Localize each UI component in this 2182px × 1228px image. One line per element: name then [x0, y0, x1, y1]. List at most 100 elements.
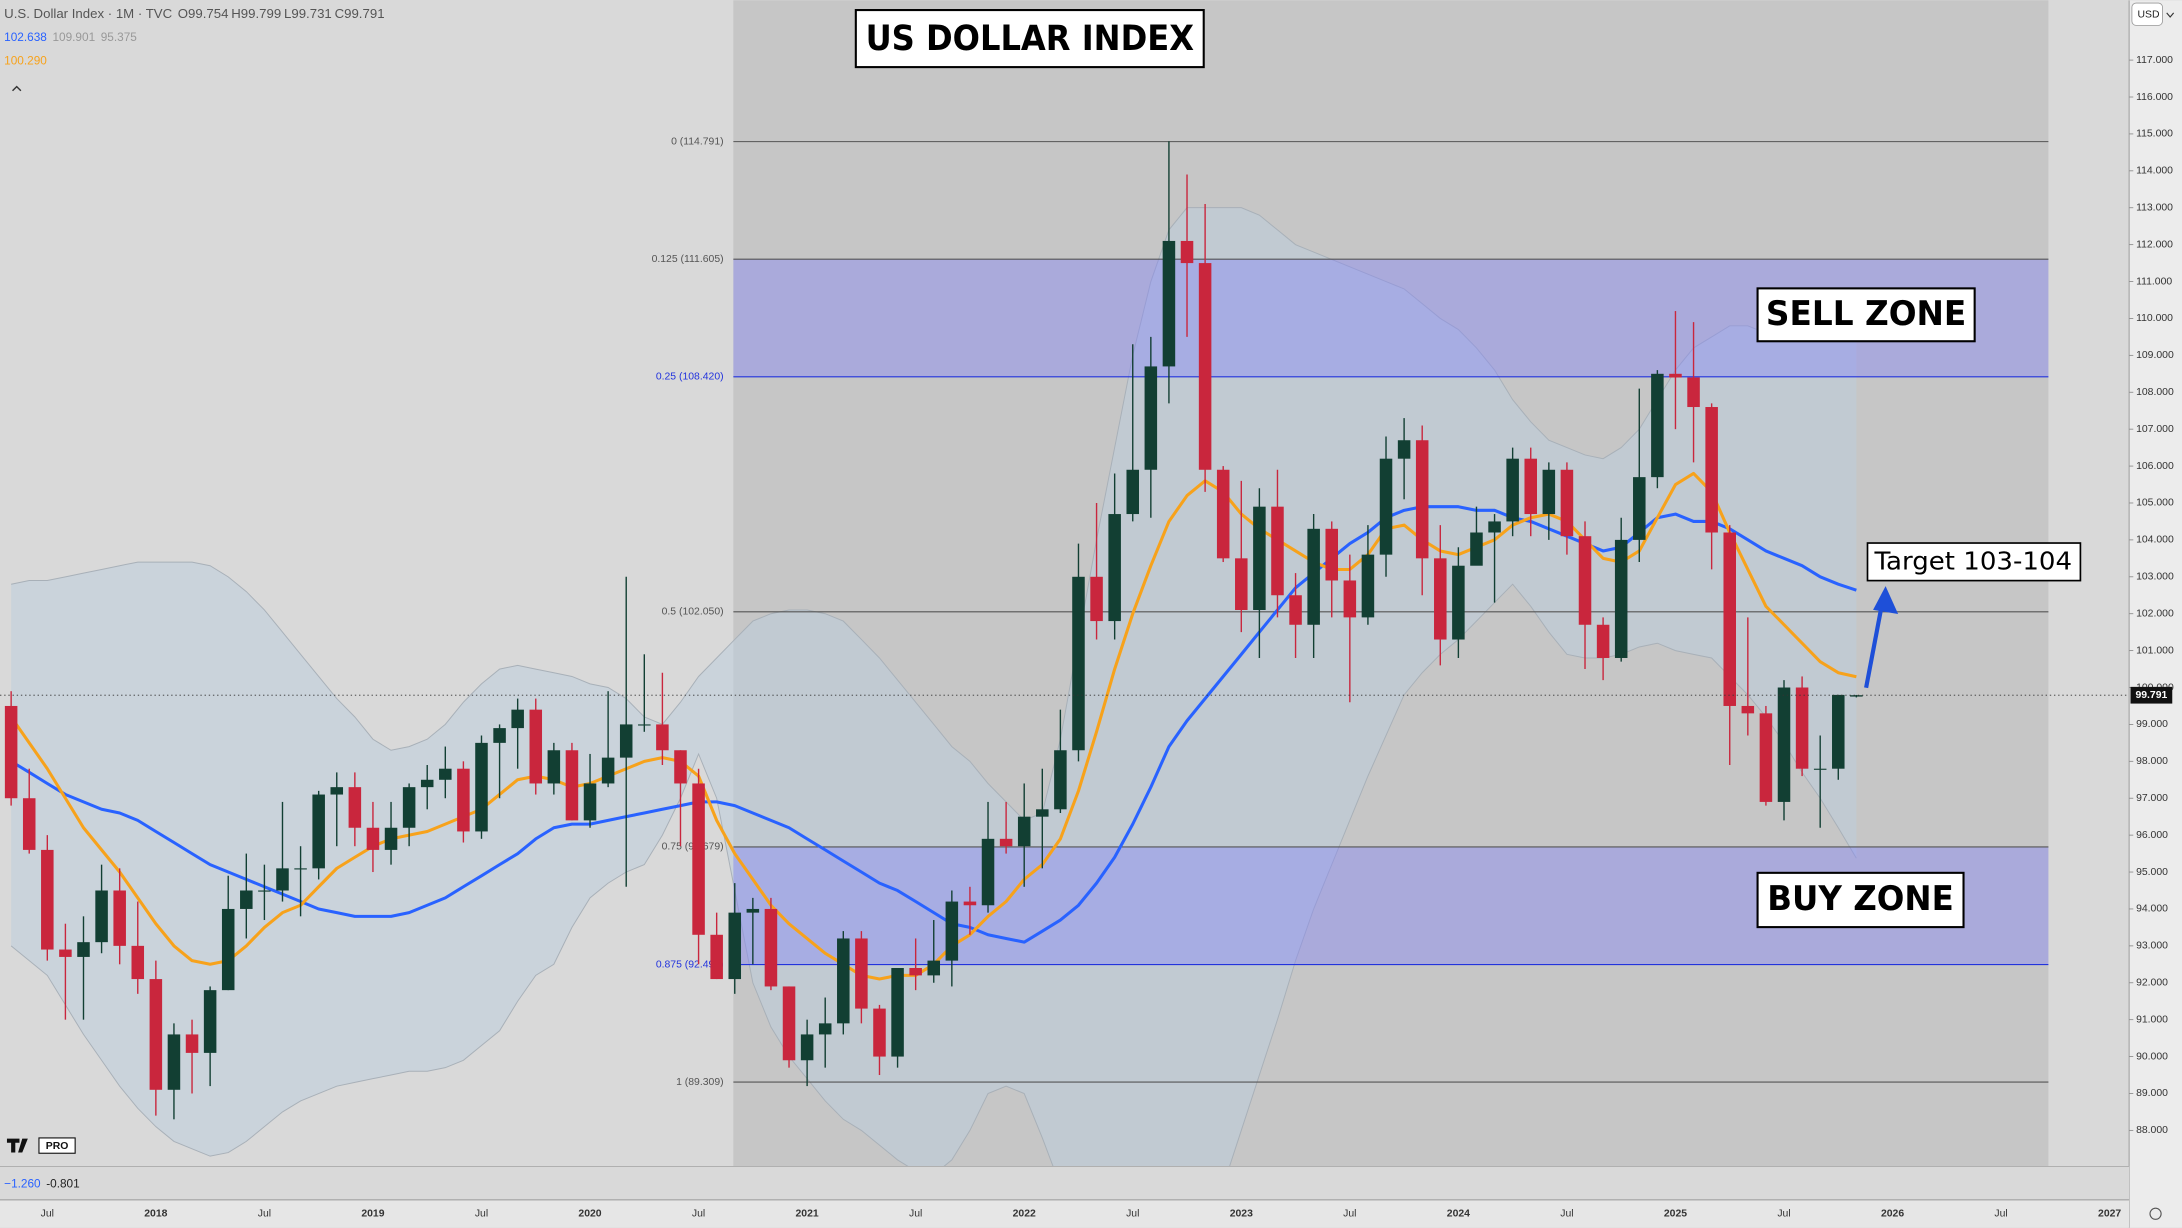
candle-body	[945, 901, 959, 961]
y-tick-label: 102.000	[2136, 608, 2174, 619]
candle-body	[547, 750, 561, 784]
fib-label: 0.5 (102.050)	[662, 607, 724, 618]
y-tick-label: 95.000	[2136, 867, 2168, 878]
target-box	[1866, 542, 2082, 582]
candle-body	[1452, 565, 1465, 640]
price-axis-labels: 88.000 89.000 90.000 91.000 92.000 93.000 94.0…	[2129, 55, 2174, 1136]
candle-body	[1017, 816, 1031, 847]
logo-mark	[6, 1138, 28, 1153]
candle-body	[402, 787, 416, 828]
chart-title: US DOLLAR INDEX	[866, 19, 1195, 59]
candle-body	[1126, 469, 1140, 515]
candle-body	[4, 705, 18, 799]
candle-body	[746, 908, 760, 913]
x-tick-label: 2026	[1881, 1209, 1904, 1220]
candle-body	[1850, 695, 1863, 697]
settings-button[interactable]	[2149, 1207, 2162, 1220]
candle-body	[782, 986, 796, 1061]
candle-body	[1216, 469, 1230, 559]
y-tick-label: 94.000	[2136, 904, 2168, 915]
currency-caret[interactable]	[2166, 12, 2175, 18]
candle-body	[1361, 554, 1375, 618]
candle-body	[457, 768, 470, 832]
candle-body	[1036, 809, 1049, 817]
candle-body	[1633, 477, 1646, 540]
logo-text: PRO	[46, 1141, 69, 1152]
candle-body	[1542, 469, 1556, 515]
currency-button[interactable]	[2131, 2, 2163, 26]
candle-body	[583, 783, 597, 821]
candle-body	[1813, 768, 1827, 770]
candle-body	[1072, 576, 1085, 751]
candle-body	[493, 728, 506, 743]
x-tick-label: 2024	[1447, 1209, 1470, 1220]
candle-body	[511, 709, 524, 729]
y-tick-label: 96.000	[2136, 830, 2168, 841]
candle-body	[348, 787, 362, 828]
fib-label: 1 (89.309)	[676, 1077, 724, 1088]
y-tick-label: 101.000	[2136, 645, 2174, 656]
candle-body	[131, 945, 145, 980]
candle-body	[981, 838, 995, 906]
candle-body	[1777, 687, 1791, 802]
sell-zone-label: SELL ZONE	[1766, 294, 1966, 333]
candle-body	[276, 868, 289, 891]
candle-body	[258, 890, 271, 892]
x-tick-label: 2019	[361, 1209, 384, 1220]
candle-body	[1379, 458, 1393, 555]
sell-zone-box	[1756, 287, 1976, 343]
candle-body	[312, 794, 325, 869]
candle-body	[1108, 514, 1121, 622]
candle-body	[1434, 558, 1447, 640]
y-tick-label: 99.000	[2136, 719, 2168, 730]
candle-body	[203, 990, 217, 1053]
y-tick-label: 113.000	[2136, 202, 2173, 213]
y-tick-label: 111.000	[2136, 276, 2172, 287]
x-tick-label: Jul	[909, 1209, 922, 1220]
candle-body	[1578, 536, 1592, 625]
candle-body	[41, 849, 54, 950]
price-axis	[2129, 0, 2182, 1228]
candle-body	[1687, 377, 1700, 408]
currency-label[interactable]: USD	[2137, 10, 2159, 21]
candle-body	[1524, 458, 1538, 515]
candle-body	[1705, 407, 1718, 533]
candle-body	[909, 967, 922, 976]
title-box	[854, 9, 1205, 69]
candle-body	[1614, 539, 1628, 658]
y-tick-label: 107.000	[2136, 424, 2174, 435]
y-tick-label: 112.000	[2136, 239, 2173, 250]
bb-lower: 95.375	[101, 30, 138, 44]
x-tick-label: 2020	[578, 1209, 601, 1220]
collapse-button[interactable]	[12, 85, 22, 92]
candle-body	[475, 742, 488, 832]
candle-body	[77, 942, 90, 957]
y-tick-label: 89.000	[2136, 1088, 2168, 1099]
candle-body	[439, 768, 452, 780]
y-tick-label: 103.000	[2136, 572, 2174, 583]
candle-body	[565, 750, 579, 821]
arrow-head	[1873, 586, 1899, 614]
y-tick-label: 93.000	[2136, 941, 2168, 952]
candle-body	[1253, 506, 1266, 611]
candle-body	[1198, 263, 1212, 470]
bb-upper: 109.901	[52, 30, 95, 44]
symbol: U.S. Dollar Index · 1M · TVC	[4, 6, 172, 21]
y-tick-label: 108.000	[2136, 387, 2174, 398]
candle-body	[1560, 469, 1574, 537]
y-tick-label: 106.000	[2136, 461, 2174, 472]
candle-body	[1470, 532, 1483, 566]
price-tag-layer: 99.791	[2130, 686, 2173, 704]
lower-pane	[0, 1166, 2130, 1200]
x-tick-label: Jul	[258, 1209, 271, 1220]
candle-body	[294, 868, 307, 870]
candle-body	[1488, 521, 1501, 533]
x-tick-label: 2022	[1013, 1209, 1036, 1220]
candle-body	[1343, 580, 1357, 618]
candle-body	[728, 912, 742, 980]
candle-body	[710, 934, 723, 980]
bollinger-upper	[11, 207, 1857, 821]
y-tick-label: 109.000	[2136, 350, 2174, 361]
